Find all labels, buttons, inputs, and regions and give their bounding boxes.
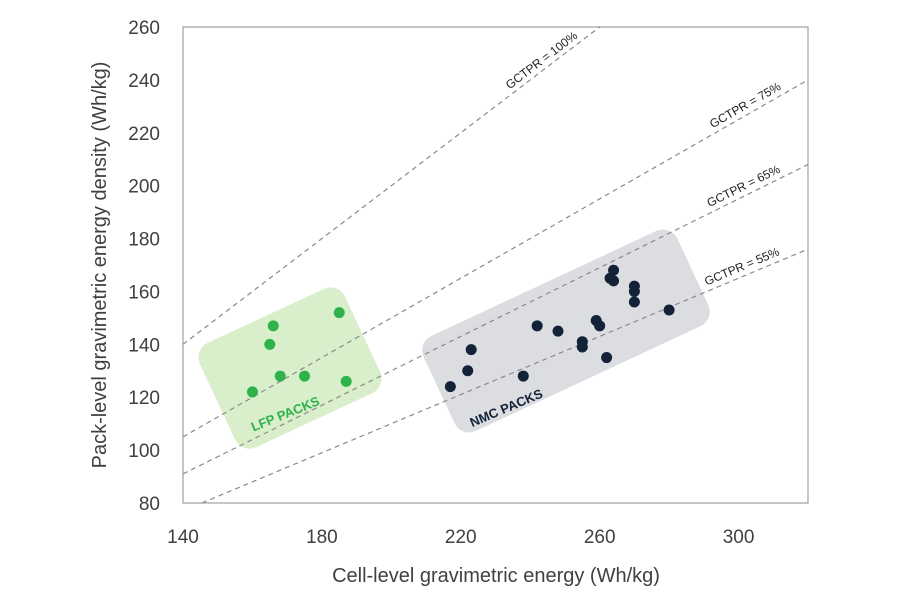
data-point-1-12	[608, 264, 620, 276]
reference-line-0	[182, 26, 601, 345]
y-tick-label-7: 220	[128, 124, 160, 145]
reference-line-label-1: GCTPR = 75%	[707, 79, 783, 131]
data-point-1-7	[576, 341, 588, 353]
y-tick-label-3: 140	[128, 335, 160, 356]
data-point-0-5	[333, 307, 345, 319]
plot-frame	[182, 26, 809, 504]
data-point-1-16	[628, 296, 640, 308]
x-axis-ticks: 140 180 220 260 300	[167, 527, 754, 548]
y-tick-label-5: 180	[128, 230, 160, 251]
x-tick-label-1: 180	[306, 527, 338, 548]
reference-line-label-0: GCTPR = 100%	[503, 28, 580, 92]
y-tick-label-2: 120	[128, 388, 160, 409]
y-tick-label-8: 240	[128, 71, 160, 92]
x-tick-label-4: 300	[723, 527, 755, 548]
data-point-0-1	[264, 338, 276, 350]
y-axis-title: Pack-level gravimetric energy density (W…	[89, 62, 111, 469]
reference-line-label-2: GCTPR = 65%	[705, 162, 783, 210]
data-point-0-6	[340, 375, 352, 387]
reference-line-3	[201, 248, 809, 504]
reference-line-label-3: GCTPR = 55%	[702, 245, 781, 289]
data-point-1-0	[444, 381, 456, 393]
y-tick-label-9: 260	[128, 18, 160, 39]
data-point-1-2	[465, 344, 477, 356]
y-tick-label-6: 200	[128, 177, 160, 198]
data-point-1-9	[594, 320, 606, 332]
data-point-1-17	[663, 304, 675, 316]
data-point-0-3	[274, 370, 286, 382]
cluster-region-1	[422, 229, 710, 433]
cluster-region-0	[198, 287, 382, 449]
y-axis-ticks: 80 100 120 140 160 180 200 220 240 260	[128, 18, 160, 515]
x-axis-title: Cell-level gravimetric energy (Wh/kg)	[332, 565, 660, 587]
data-point-0-2	[267, 320, 279, 332]
x-tick-label-3: 260	[584, 527, 616, 548]
data-point-1-13	[608, 275, 620, 287]
data-point-0-4	[299, 370, 311, 382]
y-tick-label-4: 160	[128, 282, 160, 303]
cluster-regions	[198, 229, 710, 449]
data-point-1-1	[462, 365, 474, 377]
data-point-1-10	[601, 352, 613, 364]
data-point-0-0	[246, 386, 258, 398]
y-tick-label-0: 80	[139, 494, 160, 515]
data-point-1-5	[552, 325, 564, 337]
y-tick-label-1: 100	[128, 441, 160, 462]
reference-line-1	[182, 79, 809, 438]
data-points	[246, 264, 675, 398]
data-point-1-15	[628, 285, 640, 297]
data-point-1-4	[531, 320, 543, 332]
data-point-1-3	[517, 370, 529, 382]
x-tick-label-2: 220	[445, 527, 477, 548]
x-tick-label-0: 140	[167, 527, 199, 548]
